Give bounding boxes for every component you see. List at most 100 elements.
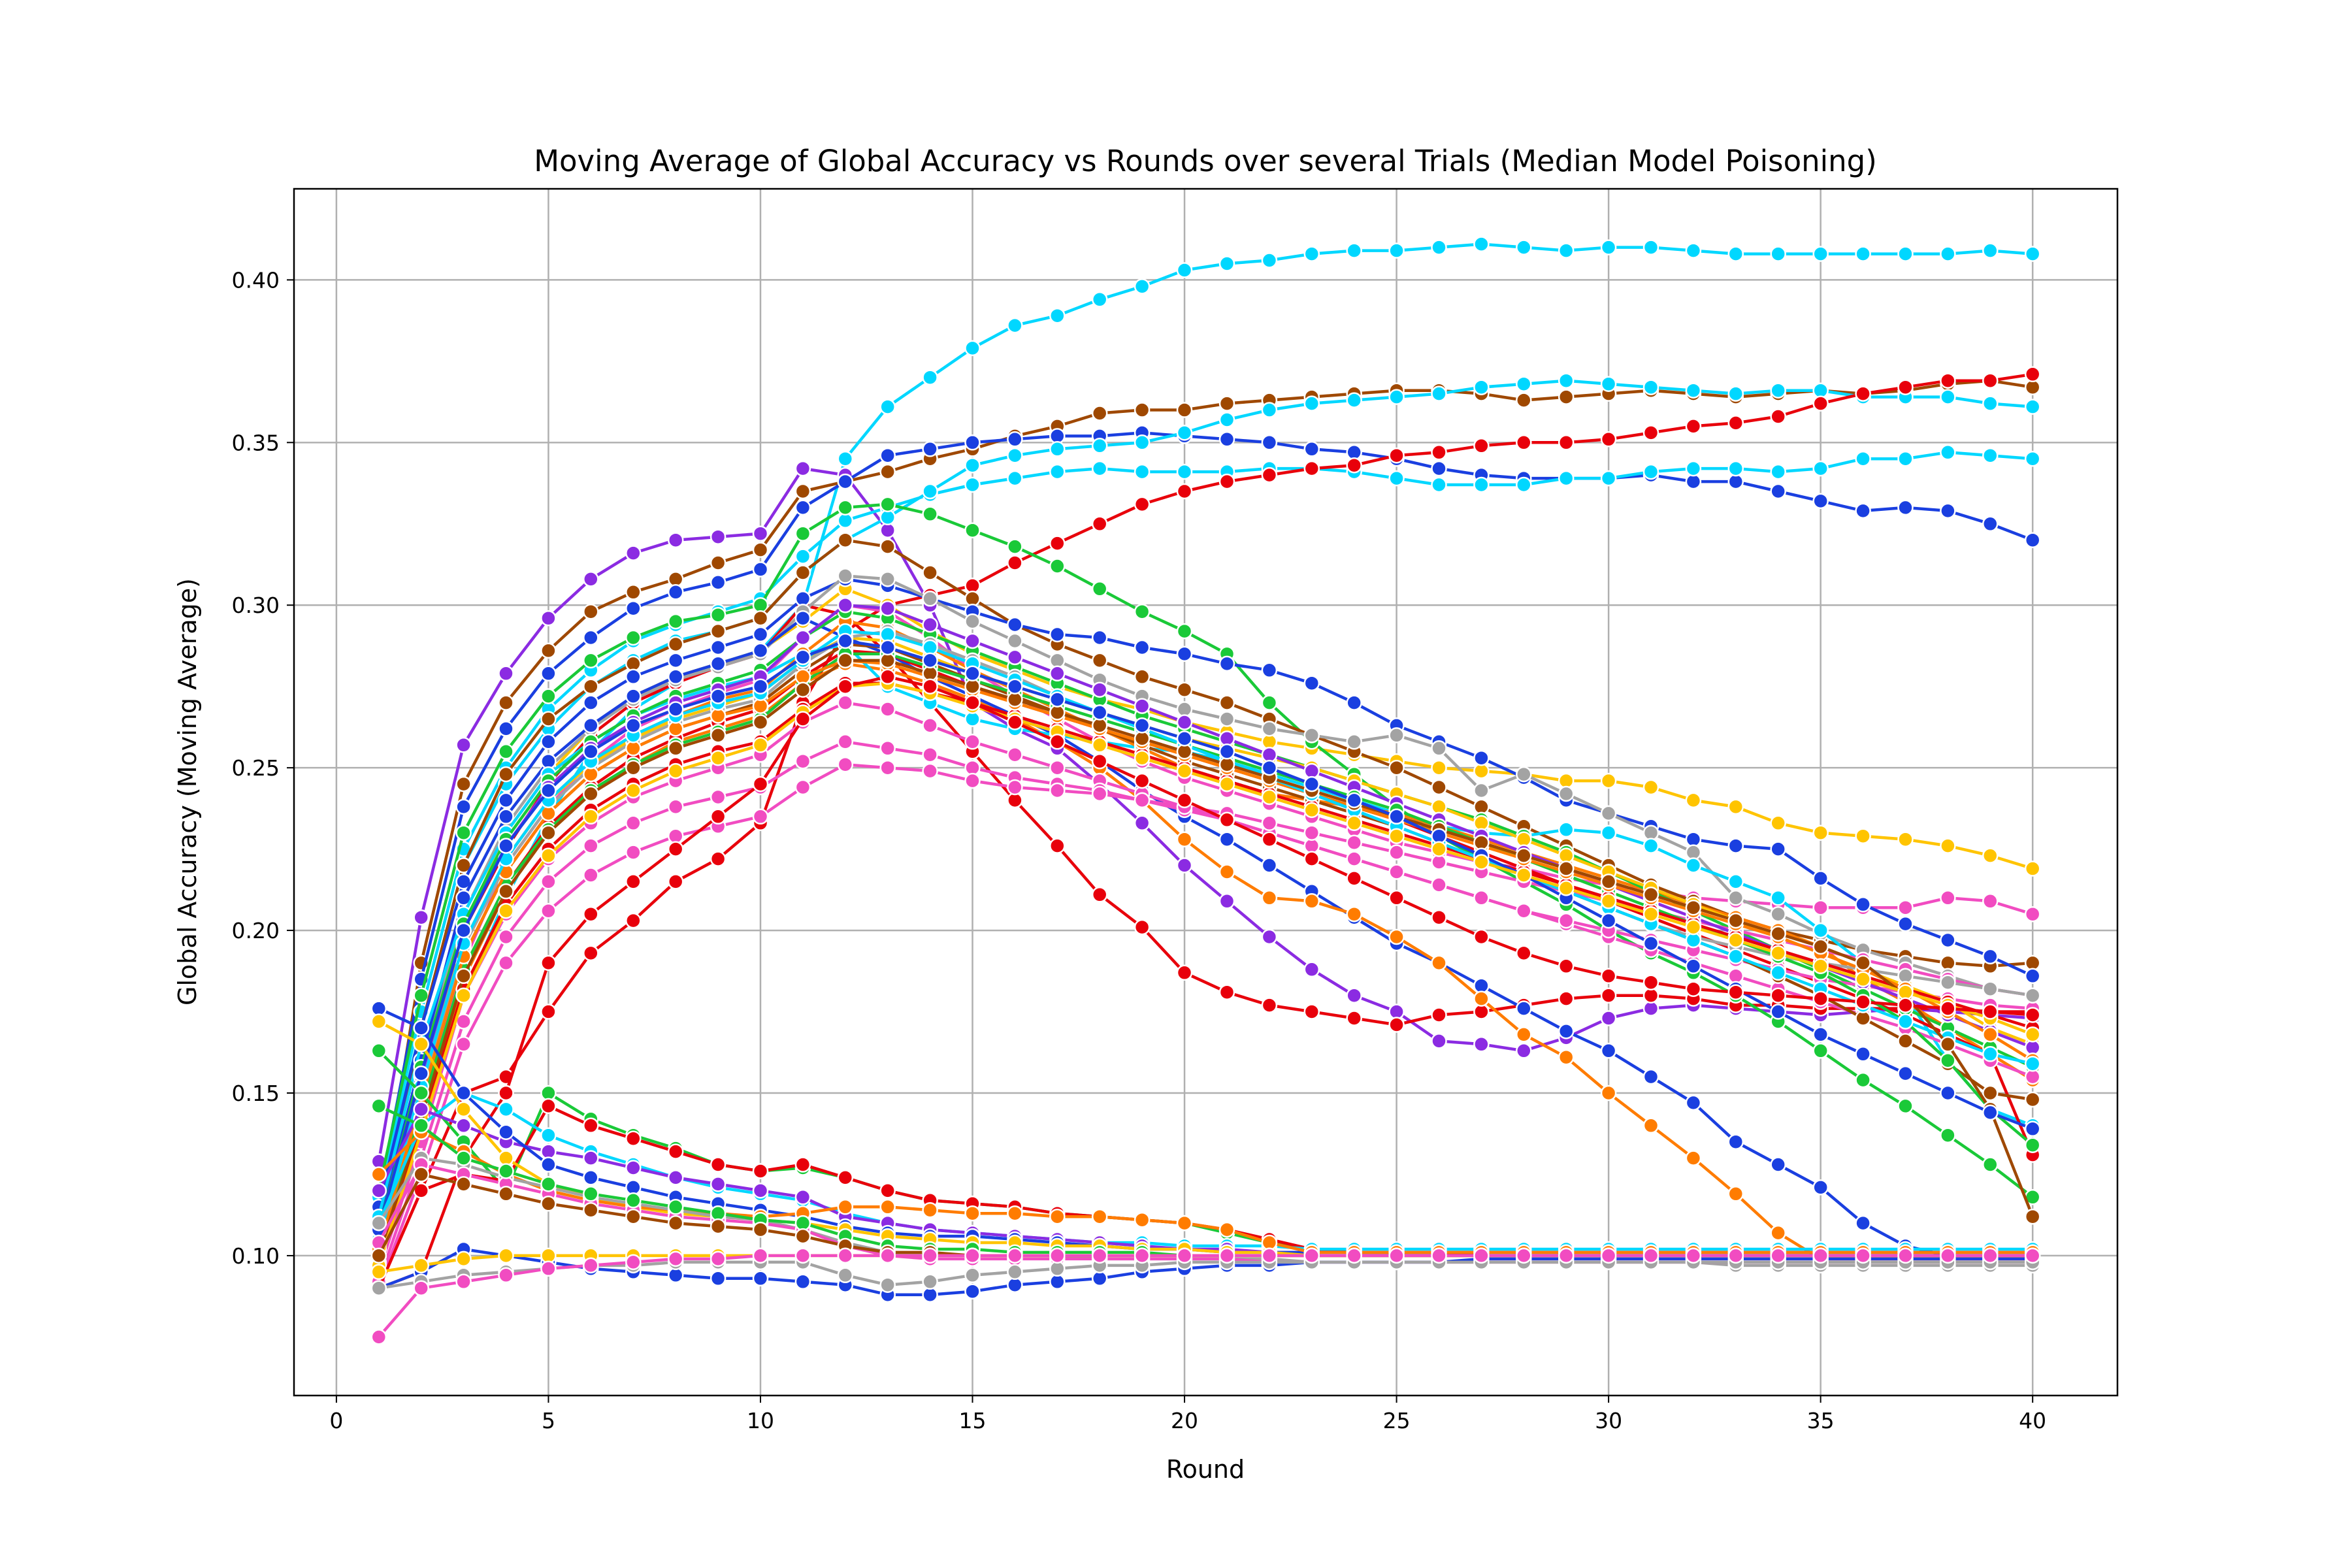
data-point bbox=[1982, 515, 1999, 532]
data-point bbox=[370, 1013, 387, 1030]
data-point bbox=[922, 506, 938, 523]
data-point bbox=[1685, 460, 1702, 477]
data-point bbox=[710, 529, 727, 545]
data-point bbox=[625, 584, 642, 600]
series-line bbox=[377, 242, 2034, 1205]
data-point bbox=[625, 629, 642, 646]
data-point bbox=[1176, 262, 1193, 278]
data-point bbox=[1007, 779, 1023, 796]
chart-title: Moving Average of Global Accuracy vs Rou… bbox=[534, 144, 1877, 178]
data-point bbox=[922, 591, 938, 607]
y-tick-label: 0.30 bbox=[232, 593, 280, 618]
data-point bbox=[1727, 984, 1744, 1000]
data-point bbox=[1727, 246, 1744, 262]
data-point bbox=[1940, 1036, 1956, 1053]
data-point bbox=[1473, 782, 1490, 799]
data-point bbox=[583, 1169, 599, 1186]
data-point bbox=[1176, 857, 1193, 874]
data-point bbox=[455, 1036, 472, 1053]
data-point bbox=[1346, 1010, 1362, 1026]
data-point bbox=[1516, 1043, 1532, 1059]
data-point bbox=[1091, 785, 1108, 802]
data-point bbox=[455, 1273, 472, 1290]
data-point bbox=[1049, 558, 1066, 574]
series-line bbox=[377, 639, 2034, 1232]
data-point bbox=[1388, 727, 1405, 743]
data-point bbox=[1812, 922, 1829, 939]
data-point bbox=[1940, 502, 1956, 519]
data-point bbox=[1431, 385, 1447, 402]
data-point bbox=[1940, 1247, 1956, 1264]
data-point bbox=[667, 701, 684, 717]
data-point bbox=[1091, 704, 1108, 721]
data-point bbox=[1558, 1049, 1575, 1066]
data-point bbox=[837, 499, 854, 516]
data-point bbox=[1218, 395, 1235, 412]
data-point bbox=[540, 1127, 557, 1143]
data-point bbox=[1134, 402, 1151, 418]
data-point bbox=[1303, 762, 1320, 779]
data-point bbox=[1812, 1247, 1829, 1264]
data-point bbox=[455, 1250, 472, 1267]
data-point bbox=[1685, 473, 1702, 490]
data-point bbox=[922, 1201, 938, 1218]
data-point bbox=[583, 906, 599, 923]
data-point bbox=[964, 476, 981, 493]
data-point bbox=[1007, 714, 1023, 730]
data-point bbox=[1855, 1046, 1871, 1062]
data-point bbox=[1982, 395, 1999, 412]
data-point bbox=[1897, 1098, 1914, 1115]
data-point bbox=[1091, 460, 1108, 477]
data-point bbox=[498, 928, 514, 945]
data-point bbox=[1727, 1186, 1744, 1202]
data-point bbox=[625, 782, 642, 799]
data-point bbox=[1473, 749, 1490, 766]
data-point bbox=[1091, 1208, 1108, 1225]
data-point bbox=[1642, 779, 1659, 796]
data-point bbox=[794, 525, 811, 542]
data-point bbox=[1685, 919, 1702, 936]
data-point bbox=[1303, 246, 1320, 262]
data-point bbox=[1431, 955, 1447, 972]
data-point bbox=[1176, 714, 1193, 730]
data-point bbox=[1007, 1264, 1023, 1281]
data-point bbox=[1473, 990, 1490, 1007]
data-point bbox=[540, 955, 557, 972]
data-point bbox=[540, 1176, 557, 1192]
data-point bbox=[794, 1247, 811, 1264]
data-point bbox=[1431, 877, 1447, 893]
data-point bbox=[1727, 473, 1744, 490]
data-point bbox=[455, 825, 472, 841]
data-point bbox=[837, 1247, 854, 1264]
data-point bbox=[455, 1101, 472, 1118]
data-point bbox=[413, 1117, 429, 1134]
x-tick-label: 35 bbox=[1807, 1408, 1835, 1433]
data-point bbox=[1516, 766, 1532, 783]
data-point bbox=[922, 616, 938, 633]
data-point bbox=[794, 483, 811, 500]
data-point bbox=[1600, 470, 1617, 487]
data-point bbox=[1516, 1000, 1532, 1017]
data-point bbox=[413, 1036, 429, 1053]
data-point bbox=[583, 1201, 599, 1218]
data-point bbox=[1685, 1247, 1702, 1264]
data-point bbox=[1516, 867, 1532, 883]
data-point bbox=[1388, 928, 1405, 945]
data-point bbox=[1558, 785, 1575, 802]
data-point bbox=[413, 1065, 429, 1082]
data-point bbox=[1600, 805, 1617, 822]
x-axis: 0 5 10 15 20 25 30 35 40 bbox=[329, 1396, 2046, 1433]
data-point bbox=[1685, 958, 1702, 975]
data-point bbox=[837, 568, 854, 584]
data-point bbox=[2024, 1137, 2041, 1153]
data-point bbox=[1855, 502, 1871, 519]
series-line bbox=[377, 701, 2034, 1274]
y-axis: 0.10 0.15 0.20 0.25 0.30 0.35 0.40 bbox=[232, 267, 294, 1269]
data-point bbox=[1431, 740, 1447, 757]
y-tick-label: 0.20 bbox=[232, 918, 280, 943]
data-point bbox=[879, 399, 896, 415]
data-point bbox=[1346, 834, 1362, 851]
data-point bbox=[583, 785, 599, 802]
series-line bbox=[377, 659, 2034, 1258]
